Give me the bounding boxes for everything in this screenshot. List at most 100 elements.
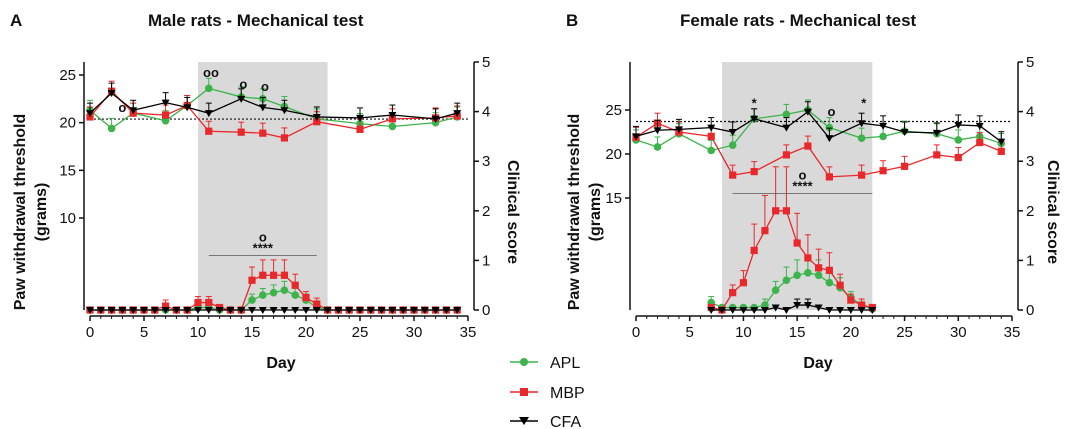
panel-b-x-tick-label: 35 bbox=[1004, 324, 1021, 341]
panel-a-x-tick-label: 0 bbox=[86, 324, 94, 341]
panel-a-score-apl-point bbox=[291, 291, 300, 299]
panel-b-threshold-line-cfa bbox=[635, 110, 1002, 143]
panel-b-threshold-apl-point bbox=[857, 134, 866, 142]
panel-b-threshold-cfa-point bbox=[932, 129, 941, 137]
panel-a-left-tick-label: 20 bbox=[59, 115, 76, 132]
panel-b-score-apl-point bbox=[761, 301, 769, 309]
panel-a-threshold-annotation: oo bbox=[203, 65, 219, 80]
panel-a-score-mbp-point bbox=[162, 302, 170, 310]
panel-b-score-mbp-point bbox=[847, 296, 855, 304]
panel-b-score-cfa-point bbox=[793, 302, 802, 310]
panel-a-left-tick-label: 15 bbox=[59, 162, 76, 179]
panel-b-threshold-cfa-point bbox=[674, 126, 683, 134]
panel-b-threshold-cfa-point bbox=[632, 133, 640, 141]
panel-b-left-tick-label: 15 bbox=[605, 190, 622, 207]
panel-b-right-tick-label: 3 bbox=[1026, 153, 1034, 170]
panel-a-threshold-cfa-point bbox=[388, 112, 397, 120]
panel-b-threshold-line-mbp bbox=[635, 122, 1002, 178]
legend-cfa-label: CFA bbox=[550, 414, 581, 429]
panel-a-right-tick-label: 0 bbox=[482, 302, 490, 319]
panel-b-score-mbp-point bbox=[772, 207, 780, 215]
panel-b-threshold-apl-point bbox=[954, 136, 963, 144]
panel-b-threshold-mbp-point bbox=[804, 142, 812, 150]
panel-a-score-cfa-point bbox=[215, 307, 224, 314]
panel-b-score-apl-point bbox=[793, 271, 801, 280]
panel-b-threshold-cfa-point bbox=[728, 129, 737, 136]
panel-a-threshold-annotation: o bbox=[118, 100, 126, 115]
panel-b-x-tick-label: 30 bbox=[950, 324, 967, 341]
panel-a-threshold-cfa-point bbox=[431, 115, 440, 123]
panel-a-score-apl-point bbox=[248, 296, 256, 304]
panel-a-score-cfa-point bbox=[237, 307, 246, 314]
panel-a-score-cfa-point bbox=[388, 307, 397, 314]
panel-b-threshold-cfa-point bbox=[750, 115, 759, 123]
panel-b-threshold-cfa-point bbox=[975, 122, 984, 130]
panel-b-x-tick-label: 15 bbox=[789, 324, 806, 341]
panel-a-score-apl-point bbox=[259, 291, 267, 299]
panel-b-threshold-apl-point bbox=[728, 141, 737, 149]
panel-b-score-mbp-point bbox=[804, 254, 812, 262]
panel-b-score-apl-point bbox=[825, 278, 834, 287]
panel-a-score-cfa-point bbox=[172, 307, 181, 314]
panel-a-threshold-line-mbp bbox=[89, 90, 458, 139]
panel-b-x-tick-label: 25 bbox=[896, 324, 913, 341]
panel-b-threshold-apl-point bbox=[653, 143, 662, 151]
panel-a-threshold-mbp-point bbox=[259, 129, 267, 137]
panel-a-left-tick-label: 10 bbox=[59, 210, 76, 227]
panel-b-threshold-mbp-point bbox=[825, 173, 833, 181]
panel-a-score-cfa-point bbox=[345, 307, 354, 314]
panel-b-threshold-mbp-point bbox=[858, 171, 866, 179]
panel-a-x-tick-label: 10 bbox=[190, 324, 207, 341]
panel-a-score-cfa-point bbox=[258, 307, 267, 314]
panel-a-x-tick-label: 15 bbox=[244, 324, 261, 341]
panel-b-x-tick-label: 5 bbox=[686, 324, 694, 341]
panel-a-score-cfa-point bbox=[140, 307, 148, 314]
panel-b-threshold-cfa-point bbox=[707, 124, 716, 132]
panel-a-xlabel: Day bbox=[266, 355, 295, 372]
panel-b-threshold-mbp-point bbox=[954, 153, 962, 162]
panel-a-significance-stars: **** bbox=[253, 240, 274, 255]
panel-b-score-cfa-point bbox=[825, 307, 834, 314]
panel-a-score-cfa-point bbox=[96, 307, 105, 314]
panel-b-score-apl-point bbox=[771, 286, 780, 294]
panel-a-right-tick-label: 4 bbox=[482, 104, 490, 121]
panel-b-score-mbp-point bbox=[793, 239, 801, 247]
panel-a-ylabel-line2: (grams) bbox=[33, 183, 50, 242]
panel-a-threshold-mbp-point bbox=[162, 111, 170, 119]
panel-b-score-cfa-point bbox=[750, 307, 759, 314]
panel-a-threshold-apl-point bbox=[107, 124, 116, 133]
panel-a-score-cfa-point bbox=[410, 307, 418, 314]
panel-a-x-tick-label: 30 bbox=[406, 324, 423, 341]
panel-a-score-mbp-point bbox=[248, 276, 256, 284]
panel-b-score-mbp-point bbox=[782, 207, 790, 215]
panel-b-title: Female rats - Mechanical test bbox=[680, 11, 917, 30]
panel-a-threshold-line-apl bbox=[89, 87, 458, 130]
panel-b-score-mbp-point bbox=[858, 301, 866, 309]
legend: APL MBP CFA bbox=[510, 355, 585, 429]
panel-b-score-cfa-point bbox=[868, 307, 877, 314]
panel-a-score-cfa-point bbox=[129, 307, 138, 314]
panel-a-x-tick-label: 25 bbox=[352, 324, 369, 341]
panel-b-significance-circle: o bbox=[799, 167, 807, 182]
panel-b-score-apl-point bbox=[782, 276, 791, 285]
panel-b-score-cfa-point bbox=[803, 302, 812, 310]
panel-b-score-cfa-point bbox=[771, 304, 780, 312]
panel-b-threshold-cfa-point bbox=[997, 138, 1006, 146]
panel-b-score-cfa-point bbox=[814, 304, 823, 312]
panel-b-score-mbp-point bbox=[825, 266, 833, 274]
panel-b-score-cfa-point bbox=[760, 307, 769, 314]
panel-a-threshold-cfa-point bbox=[161, 99, 170, 107]
panel-b-threshold-annotation: o bbox=[828, 104, 836, 119]
panel-a-score-cfa-point bbox=[269, 307, 278, 314]
panel-a-score-mbp-point bbox=[291, 281, 299, 289]
panel-b-y2label: Clinical score bbox=[1044, 160, 1061, 264]
panel-b-right-tick-label: 2 bbox=[1026, 203, 1034, 220]
panel-b-threshold-cfa-point bbox=[782, 124, 791, 132]
panel-a-score-cfa-point bbox=[280, 307, 289, 314]
panel-b-threshold-cfa-point bbox=[653, 127, 662, 135]
panel-b-right-tick-label: 1 bbox=[1026, 252, 1034, 269]
panel-b-score-line-mbp bbox=[711, 210, 873, 311]
panel-b-right-tick-label: 0 bbox=[1026, 302, 1034, 319]
panel-b-score-cfa-point bbox=[846, 307, 855, 314]
panel-a-threshold-annotation: o bbox=[239, 76, 247, 91]
